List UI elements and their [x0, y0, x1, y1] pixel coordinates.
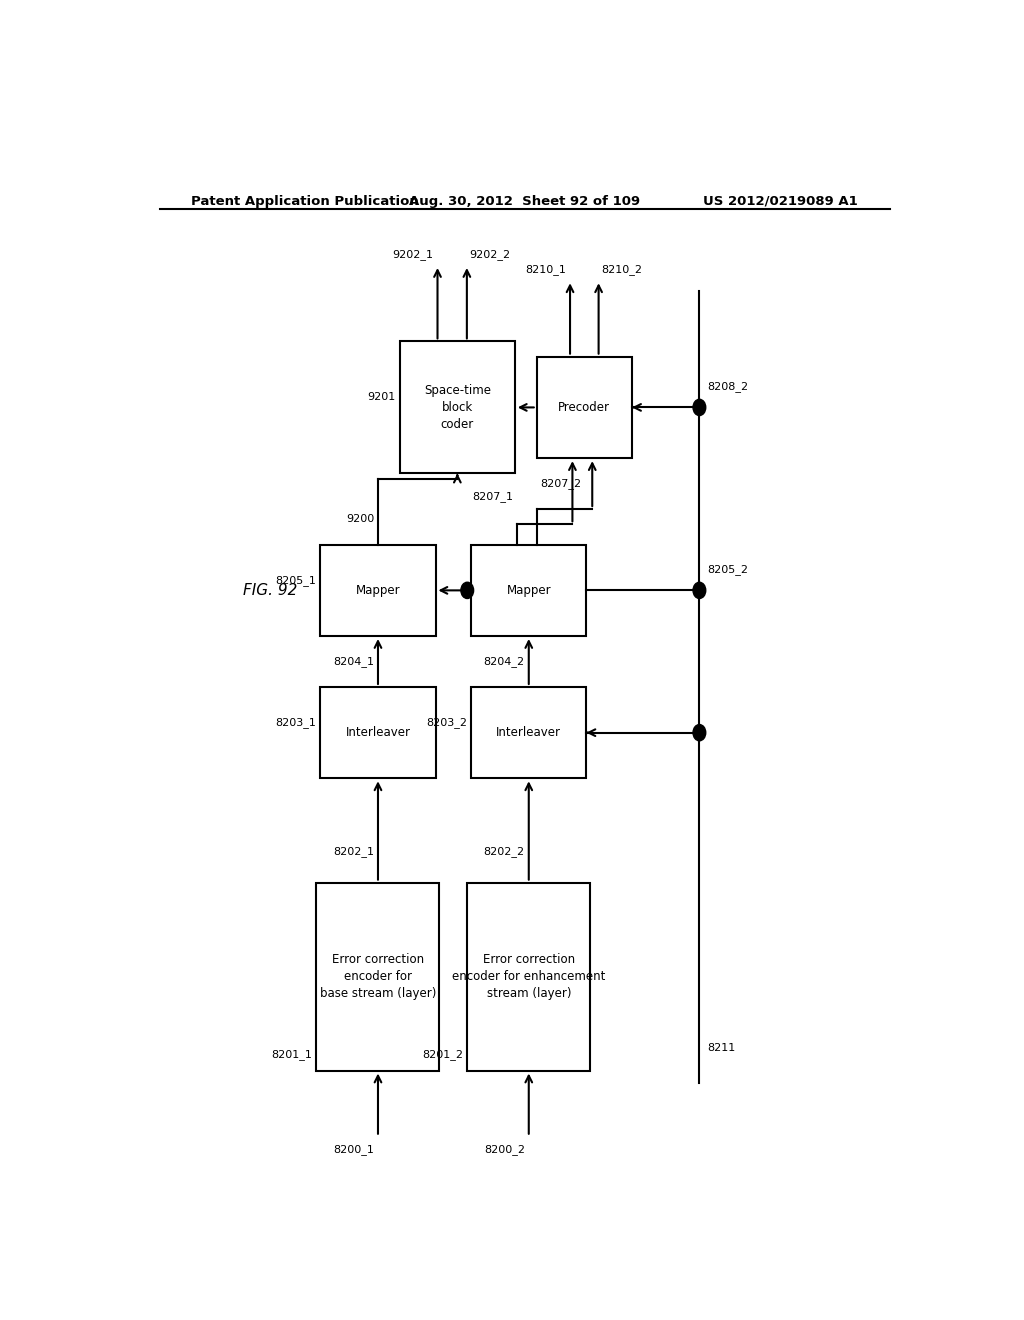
Text: Error correction
encoder for
base stream (layer): Error correction encoder for base stream…: [319, 953, 436, 1001]
Text: 8204_1: 8204_1: [333, 656, 374, 667]
Text: Space-time
block
coder: Space-time block coder: [424, 384, 490, 430]
Text: 8204_2: 8204_2: [483, 656, 524, 667]
Text: FIG. 92: FIG. 92: [243, 583, 297, 598]
Bar: [471, 545, 587, 636]
Text: Precoder: Precoder: [558, 401, 610, 414]
Text: 9202_1: 9202_1: [392, 249, 433, 260]
Text: 8200_2: 8200_2: [483, 1144, 524, 1155]
Text: 8203_1: 8203_1: [275, 717, 316, 727]
Text: Interleaver: Interleaver: [497, 726, 561, 739]
Bar: [471, 686, 587, 779]
Text: 9202_2: 9202_2: [469, 249, 510, 260]
Text: 8205_1: 8205_1: [275, 574, 316, 586]
Circle shape: [461, 582, 474, 598]
Bar: [316, 883, 439, 1071]
Text: Patent Application Publication: Patent Application Publication: [191, 195, 419, 209]
Text: 8207_1: 8207_1: [472, 491, 513, 502]
Text: US 2012/0219089 A1: US 2012/0219089 A1: [703, 195, 858, 209]
Circle shape: [693, 725, 706, 741]
Text: 8203_2: 8203_2: [426, 717, 467, 727]
Bar: [467, 883, 590, 1071]
Text: 8201_1: 8201_1: [271, 1049, 312, 1060]
Text: 8207_2: 8207_2: [541, 478, 582, 488]
Text: 8202_1: 8202_1: [333, 846, 374, 857]
Text: Interleaver: Interleaver: [345, 726, 411, 739]
Text: 8211: 8211: [708, 1043, 735, 1053]
Text: 8202_2: 8202_2: [483, 846, 524, 857]
Text: 9201: 9201: [368, 392, 396, 403]
Circle shape: [693, 399, 706, 416]
Bar: [537, 356, 632, 458]
Text: Error correction
encoder for enhancement
stream (layer): Error correction encoder for enhancement…: [452, 953, 605, 1001]
Text: 8205_2: 8205_2: [708, 564, 749, 576]
Bar: [321, 545, 435, 636]
Text: 9200: 9200: [346, 515, 374, 524]
Text: 8210_2: 8210_2: [601, 264, 642, 276]
Bar: [399, 342, 515, 474]
Text: 8210_1: 8210_1: [525, 264, 566, 276]
Text: Aug. 30, 2012  Sheet 92 of 109: Aug. 30, 2012 Sheet 92 of 109: [410, 195, 640, 209]
Text: 8201_2: 8201_2: [422, 1049, 463, 1060]
Text: 8208_2: 8208_2: [708, 381, 749, 392]
Bar: [321, 686, 435, 779]
Text: Mapper: Mapper: [507, 583, 551, 597]
Circle shape: [693, 582, 706, 598]
Text: 8200_1: 8200_1: [333, 1144, 374, 1155]
Text: Mapper: Mapper: [355, 583, 400, 597]
